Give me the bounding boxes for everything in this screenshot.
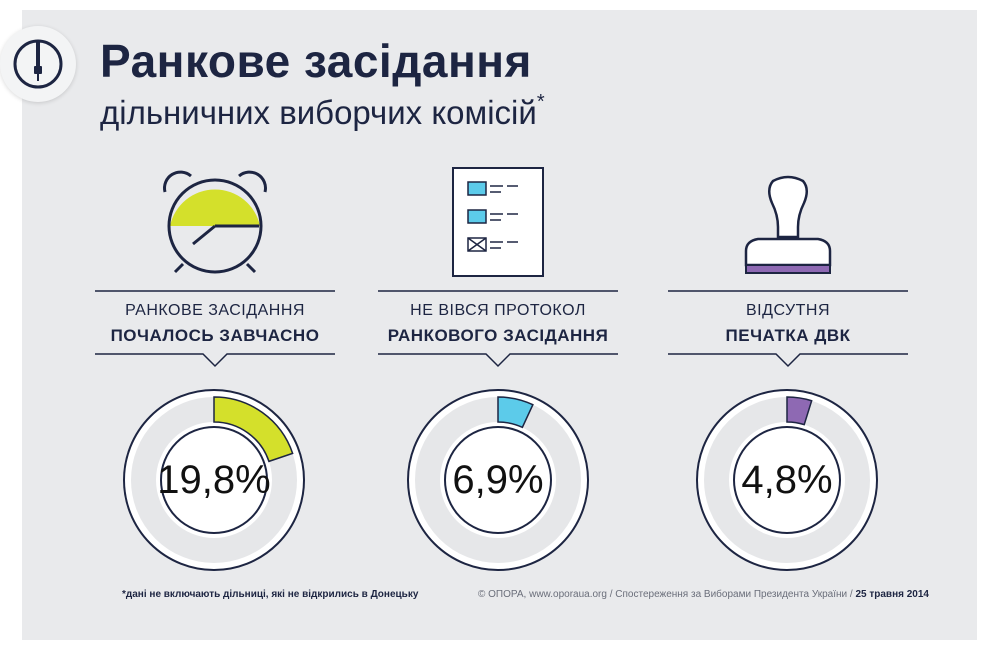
alarm-clock-icon: [163, 170, 267, 274]
percent-donut: 19,8%: [119, 385, 309, 575]
donut-chart: [407, 389, 589, 571]
opora-logo-icon: [0, 26, 76, 102]
stat-label-line1: НЕ ВІВСЯ ПРОТОКОЛ: [410, 302, 586, 319]
percent-donut: 4,8%: [692, 385, 882, 575]
donut-value-segment: [497, 396, 534, 429]
stat-label-line1: ВІДСУТНЯ: [745, 302, 831, 319]
label-divider-lines: [95, 290, 335, 368]
percent-value: 19,8%: [157, 457, 271, 502]
credits-date: 25 травня 2014: [855, 589, 929, 600]
stat-label: ВІДСУТНЯ ПЕЧАТКА ДВК: [668, 290, 908, 368]
stat-label-line1: РАНКОВЕ ЗАСІДАННЯ: [125, 302, 305, 319]
donut-value-segment: [786, 396, 813, 426]
credits-text: © ОПОРА, www.oporaua.org / Спостереження…: [478, 589, 856, 600]
stat-label-line2: ПОЧАЛОСЬ ЗАВЧАСНО: [110, 326, 320, 345]
donut-chart: [123, 389, 305, 571]
stat-column-protocol: НЕ ВІВСЯ ПРОТОКОЛ РАНКОВОГО ЗАСІДАННЯ 6,…: [378, 0, 618, 654]
stat-column-early-start: РАНКОВЕ ЗАСІДАННЯ ПОЧАЛОСЬ ЗАВЧАСНО 19,8…: [95, 0, 335, 654]
donut-center: [444, 426, 552, 534]
page-subtitle: дільничних виборчих комісій*: [100, 92, 545, 131]
stat-label-line2: РАНКОВОГО ЗАСІДАННЯ: [387, 326, 609, 345]
stat-label: РАНКОВЕ ЗАСІДАННЯ ПОЧАЛОСЬ ЗАВЧАСНО: [95, 290, 335, 368]
stat-column-seal: ВІДСУТНЯ ПЕЧАТКА ДВК 4,8%: [668, 0, 908, 654]
credits: © ОПОРА, www.oporaua.org / Спостереження…: [478, 589, 929, 600]
protocol-document-icon: [452, 167, 544, 277]
percent-value: 6,9%: [452, 457, 544, 502]
label-divider-lines: [378, 290, 618, 368]
subtitle-asterisk: *: [536, 91, 545, 113]
donut-center: [160, 426, 268, 534]
donut-center: [733, 426, 841, 534]
stamp-icon: [744, 175, 832, 274]
page-title: Ранкове засідання: [100, 35, 532, 87]
percent-value: 4,8%: [741, 457, 833, 502]
stat-label: НЕ ВІВСЯ ПРОТОКОЛ РАНКОВОГО ЗАСІДАННЯ: [378, 290, 618, 368]
donut-chart: [696, 389, 878, 571]
donut-value-segment: [213, 396, 294, 463]
stat-label-line2: ПЕЧАТКА ДВК: [725, 326, 851, 345]
label-divider-lines: [668, 290, 908, 368]
footnote: *дані не включають дільниці, які не відк…: [122, 589, 419, 600]
subtitle-text: дільничних виборчих комісій: [100, 94, 537, 131]
percent-donut: 6,9%: [403, 385, 593, 575]
